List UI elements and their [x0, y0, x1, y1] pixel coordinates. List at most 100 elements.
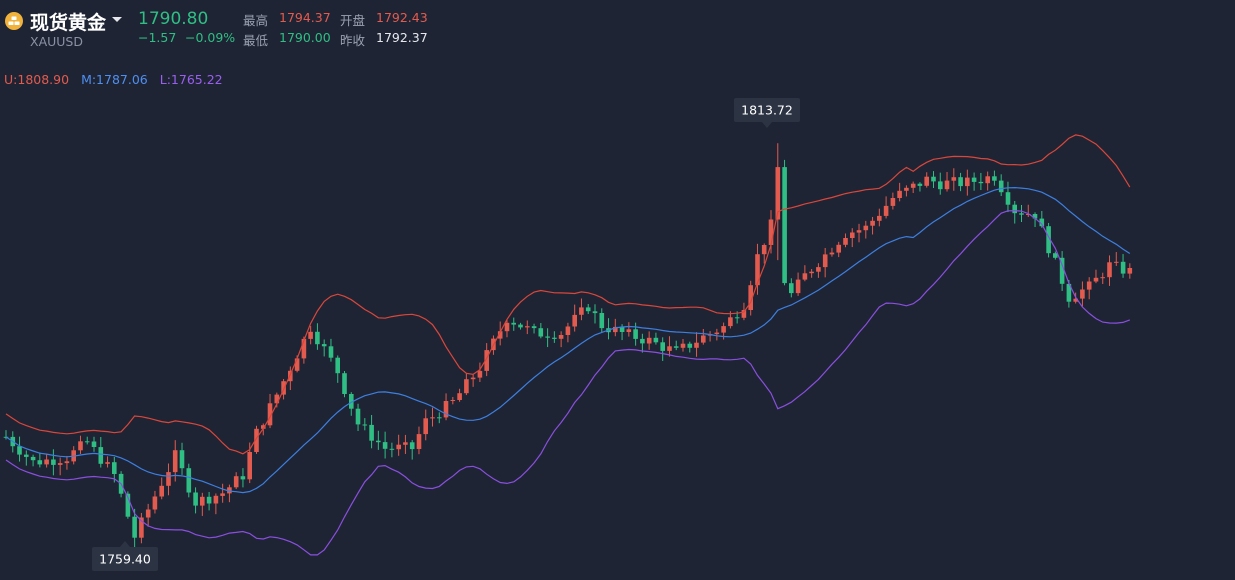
candle[interactable] — [335, 355, 340, 383]
candle[interactable] — [145, 503, 151, 527]
candle[interactable] — [761, 243, 767, 264]
candle[interactable] — [78, 435, 83, 454]
candle[interactable] — [985, 171, 990, 191]
candle[interactable] — [484, 343, 489, 377]
candle[interactable] — [470, 374, 476, 387]
candle[interactable] — [660, 337, 665, 361]
candle[interactable] — [653, 332, 659, 345]
candle[interactable] — [220, 483, 225, 503]
instrument-name[interactable]: 现货黄金 — [30, 12, 107, 34]
candle[interactable] — [315, 323, 320, 350]
candle[interactable] — [904, 185, 909, 197]
candle[interactable] — [978, 172, 984, 191]
candle[interactable] — [369, 415, 374, 449]
candle[interactable] — [1059, 251, 1065, 291]
candle[interactable] — [349, 392, 354, 416]
candle[interactable] — [883, 196, 889, 219]
candle[interactable] — [206, 491, 212, 511]
candle[interactable] — [457, 388, 462, 402]
candle[interactable] — [856, 223, 862, 243]
candle[interactable] — [525, 320, 530, 335]
candle[interactable] — [172, 440, 178, 482]
candle[interactable] — [565, 322, 571, 343]
candle[interactable] — [186, 463, 192, 498]
candle[interactable] — [511, 317, 516, 331]
candle[interactable] — [233, 472, 239, 490]
candle[interactable] — [464, 372, 469, 396]
candle[interactable] — [328, 338, 334, 362]
candle[interactable] — [626, 322, 632, 337]
candle[interactable] — [91, 436, 97, 452]
candle[interactable] — [1032, 212, 1038, 228]
candle[interactable] — [802, 265, 808, 282]
candle[interactable] — [1019, 205, 1024, 223]
candle[interactable] — [17, 436, 22, 462]
candle[interactable] — [240, 468, 246, 488]
candle[interactable] — [1127, 263, 1133, 279]
candle[interactable] — [836, 241, 841, 258]
candle[interactable] — [775, 143, 781, 261]
candle[interactable] — [673, 340, 679, 351]
candle[interactable] — [98, 436, 104, 468]
candle[interactable] — [958, 172, 963, 192]
candle[interactable] — [890, 192, 896, 210]
candle[interactable] — [1066, 280, 1072, 308]
candle[interactable] — [267, 393, 273, 429]
candle[interactable] — [714, 328, 720, 341]
candle[interactable] — [518, 322, 523, 330]
candle[interactable] — [707, 331, 713, 342]
candle[interactable] — [430, 407, 435, 427]
candle[interactable] — [789, 278, 794, 298]
candle[interactable] — [816, 263, 821, 278]
candle[interactable] — [782, 159, 787, 286]
candle[interactable] — [640, 333, 645, 353]
candle[interactable] — [1114, 252, 1119, 266]
candle[interactable] — [1046, 222, 1051, 258]
candle[interactable] — [646, 331, 652, 350]
candle[interactable] — [362, 418, 368, 431]
candle[interactable] — [105, 456, 110, 468]
candle[interactable] — [71, 446, 76, 465]
candle[interactable] — [376, 430, 381, 450]
candle[interactable] — [870, 216, 875, 235]
candle[interactable] — [585, 303, 591, 315]
candle[interactable] — [1093, 269, 1099, 284]
candle[interactable] — [125, 491, 131, 519]
candle[interactable] — [1086, 277, 1092, 300]
candle[interactable] — [850, 228, 855, 248]
candle[interactable] — [843, 233, 848, 248]
candle[interactable] — [409, 440, 415, 460]
candle[interactable] — [308, 325, 313, 345]
candle[interactable] — [396, 434, 401, 456]
candle[interactable] — [477, 362, 483, 383]
candle[interactable] — [992, 170, 997, 186]
candle[interactable] — [24, 450, 29, 466]
candle[interactable] — [152, 490, 158, 514]
chevron-down-icon[interactable] — [112, 17, 122, 22]
candle[interactable] — [606, 318, 611, 340]
candle[interactable] — [877, 208, 882, 227]
candle[interactable] — [159, 477, 164, 500]
candle[interactable] — [1120, 254, 1126, 278]
candle[interactable] — [755, 243, 760, 295]
candle[interactable] — [971, 172, 977, 191]
candle[interactable] — [213, 493, 219, 515]
candle[interactable] — [924, 172, 929, 188]
candle[interactable] — [1026, 204, 1031, 218]
candle[interactable] — [917, 182, 923, 192]
candle[interactable] — [748, 280, 753, 316]
candle[interactable] — [998, 174, 1004, 196]
candle[interactable] — [680, 338, 686, 352]
candle[interactable] — [552, 331, 557, 343]
candle[interactable] — [951, 168, 957, 191]
candle[interactable] — [944, 172, 950, 192]
candle[interactable] — [809, 269, 814, 278]
candle[interactable] — [1100, 272, 1105, 285]
candle[interactable] — [57, 457, 63, 476]
candle[interactable] — [558, 331, 564, 348]
candle[interactable] — [84, 436, 90, 445]
candle[interactable] — [822, 247, 828, 278]
candle[interactable] — [768, 210, 774, 254]
candle[interactable] — [37, 452, 43, 468]
